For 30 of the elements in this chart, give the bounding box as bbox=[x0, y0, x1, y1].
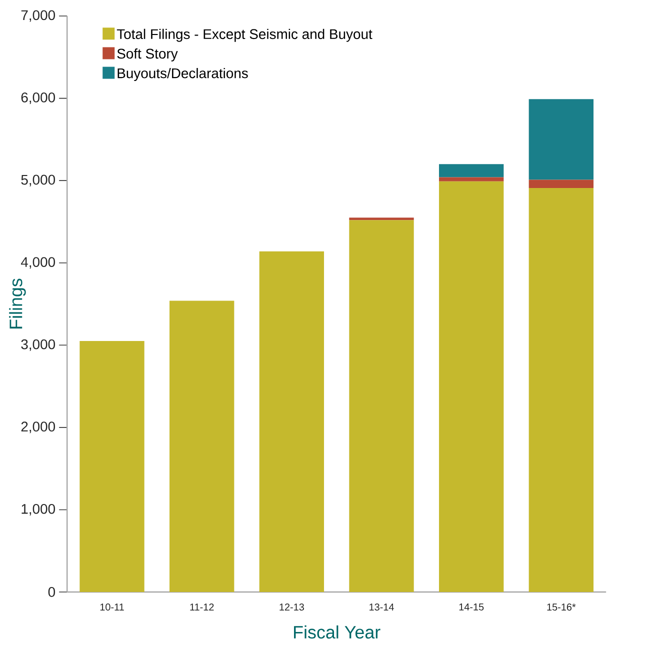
bar bbox=[528, 188, 594, 592]
y-tick-label: 0 bbox=[48, 587, 56, 597]
bar bbox=[528, 180, 594, 188]
x-tick-label: 13-14 bbox=[370, 604, 394, 611]
y-axis-title: Filings bbox=[9, 278, 26, 328]
x-tick-label: 15-16* bbox=[547, 604, 576, 611]
legend-label: Buyouts/Declarations bbox=[118, 68, 248, 81]
bar bbox=[349, 218, 414, 220]
y-tick-label: 1,000 bbox=[22, 504, 56, 516]
bar bbox=[259, 251, 324, 592]
legend-label: Soft Story bbox=[117, 48, 178, 62]
x-tick-label: 14-15 bbox=[459, 604, 484, 610]
bar bbox=[169, 300, 234, 592]
y-tick-label: 7,000 bbox=[21, 10, 56, 22]
y-tick-label: 6,000 bbox=[21, 92, 56, 104]
y-tick-label: 5,000 bbox=[21, 174, 56, 186]
bar bbox=[438, 164, 504, 178]
y-tick-label: 3,000 bbox=[21, 339, 56, 351]
bar bbox=[438, 177, 504, 182]
x-tick-label: 12-13 bbox=[280, 604, 304, 611]
bar bbox=[438, 181, 504, 592]
y-tick-label: 2,000 bbox=[21, 422, 56, 434]
bar bbox=[528, 99, 594, 180]
x-axis-title: Fiscal Year bbox=[294, 625, 380, 639]
y-tick-label: 4,000 bbox=[20, 257, 56, 269]
x-tick-label: 11-12 bbox=[190, 604, 214, 610]
bar bbox=[349, 220, 414, 592]
bar bbox=[80, 341, 144, 592]
x-tick-label: 10-11 bbox=[100, 604, 124, 611]
legend-label: Total Filings - Except Seismic and Buyout bbox=[116, 28, 372, 42]
